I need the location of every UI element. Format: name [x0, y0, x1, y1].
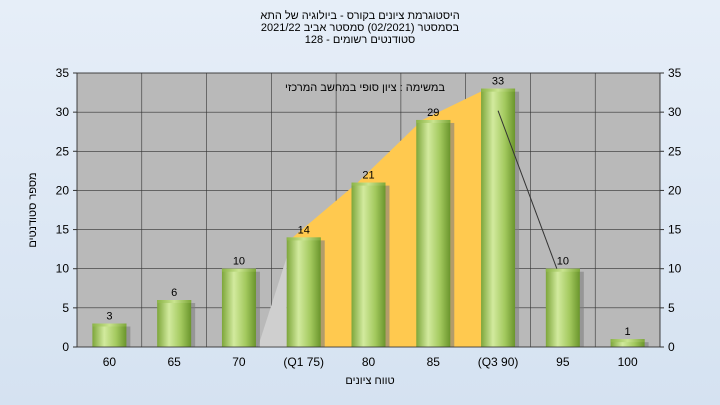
bar-95: [546, 269, 580, 347]
x-tick-label: 70: [232, 355, 246, 369]
bar-top: [157, 300, 191, 303]
y-tick-label-left: 30: [56, 105, 70, 119]
bar-top: [92, 324, 126, 327]
x-tick-label: 60: [103, 355, 117, 369]
y-tick-label-left: 15: [56, 223, 70, 237]
bar-value-label: 33: [492, 76, 504, 88]
y-tick-label-left: 5: [62, 301, 69, 315]
y-tick-label-right: 25: [668, 144, 682, 158]
x-tick-label: 85: [427, 355, 441, 369]
y-tick-label-right: 5: [668, 301, 675, 315]
chart-annotation: במשימה : ציון סופי במחשב המרכזי: [285, 82, 445, 94]
x-tick-label: (Q1 75): [283, 355, 324, 369]
x-tick-label: 65: [167, 355, 181, 369]
y-tick-label-right: 30: [668, 105, 682, 119]
y-tick-label-right: 15: [668, 223, 682, 237]
x-tick-label: (Q3 90): [478, 355, 519, 369]
y-tick-label-right: 35: [668, 66, 682, 80]
bar-top: [481, 89, 515, 92]
y-tick-label-right: 20: [668, 183, 682, 197]
bar-value-label: 29: [427, 107, 439, 119]
y-axis-label: מספר סטודנטים: [27, 172, 39, 247]
bar-(Q3 90): [481, 89, 515, 347]
bar-value-label: 3: [106, 311, 112, 323]
y-tick-label-left: 0: [62, 340, 69, 354]
y-tick-label-left: 25: [56, 144, 70, 158]
y-tick-label-left: 35: [56, 66, 70, 80]
bar-65: [157, 300, 191, 347]
bar-(Q1 75): [287, 237, 321, 347]
bar-value-label: 1: [625, 326, 631, 338]
bar-60: [92, 324, 126, 347]
bar-value-label: 10: [557, 256, 569, 268]
x-axis-label: טווח ציונים: [345, 375, 394, 387]
bar-80: [352, 183, 386, 347]
bar-top: [352, 183, 386, 186]
bar-85: [416, 120, 450, 347]
bar-top: [611, 339, 645, 342]
y-tick-label-right: 0: [668, 340, 675, 354]
bar-value-label: 6: [171, 287, 177, 299]
bar-value-label: 21: [362, 170, 374, 182]
bar-70: [222, 269, 256, 347]
x-tick-label: 100: [618, 355, 638, 369]
y-tick-label-right: 10: [668, 262, 682, 276]
y-tick-label-left: 20: [56, 183, 70, 197]
bar-value-label: 14: [298, 224, 310, 236]
bar-top: [416, 120, 450, 123]
bar-top: [287, 237, 321, 240]
y-tick-label-left: 10: [56, 262, 70, 276]
x-tick-label: 95: [556, 355, 570, 369]
bar-value-label: 10: [233, 256, 245, 268]
bar-top: [222, 269, 256, 272]
bar-top: [546, 269, 580, 272]
x-tick-label: 80: [362, 355, 376, 369]
